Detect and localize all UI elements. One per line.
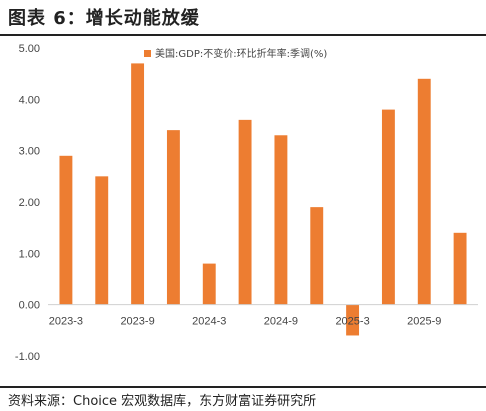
bar-2025-3 — [346, 304, 360, 336]
source-divider — [0, 386, 486, 388]
x-axis-ticks: 2023-3 2023-9 2024-3 2024-9 2025-3 2025-9 — [49, 316, 442, 328]
bar-series — [59, 63, 467, 336]
bar-2024-9 — [274, 135, 288, 305]
bar-2023-6 — [95, 176, 109, 305]
x-tick-label: 2024-9 — [264, 316, 298, 328]
x-tick-label: 2024-3 — [192, 316, 226, 328]
bar-2024-3 — [202, 263, 216, 305]
x-tick-label: 2023-9 — [120, 316, 154, 328]
x-tick-label: 2023-3 — [49, 316, 83, 328]
bar-2024-12 — [310, 207, 324, 305]
legend-label: 美国:GDP:不变价:环比折年率:季调(%) — [155, 47, 327, 60]
chart-container: 5.00 4.00 3.00 2.00 1.00 0.00 -1.00 2023-3 2023… — [0, 36, 486, 386]
bar-2025-9 — [417, 78, 431, 305]
bar-2025-12 — [453, 232, 467, 305]
x-tick-label: 2025-9 — [407, 316, 441, 328]
y-tick-label: 3.00 — [19, 146, 40, 158]
y-axis-ticks: 5.00 4.00 3.00 2.00 1.00 0.00 -1.00 — [15, 43, 40, 363]
y-tick-label: -1.00 — [15, 351, 40, 363]
y-tick-label: 0.00 — [19, 300, 40, 312]
bar-2023-3 — [59, 155, 73, 305]
x-tick-label: 2025-3 — [335, 316, 369, 328]
y-tick-label: 5.00 — [19, 43, 40, 55]
legend-swatch — [144, 50, 151, 57]
bar-2023-12 — [166, 130, 180, 305]
source-note: 资料来源：Choice 宏观数据库，东方财富证券研究所 — [8, 394, 317, 409]
y-tick-label: 4.00 — [19, 94, 40, 106]
legend: 美国:GDP:不变价:环比折年率:季调(%) — [144, 47, 327, 60]
y-tick-label: 1.00 — [19, 248, 40, 260]
bar-2025-6 — [381, 109, 395, 305]
figure-title: 图表 6：增长动能放缓 — [8, 8, 200, 29]
bar-2024-6 — [238, 119, 252, 305]
y-tick-label: 2.00 — [19, 197, 40, 209]
title-divider — [0, 34, 486, 36]
gdp-bar-chart: 5.004.003.002.001.000.00-1.00 2023-3 2023… — [15, 43, 478, 363]
bar-2023-9 — [131, 63, 145, 305]
